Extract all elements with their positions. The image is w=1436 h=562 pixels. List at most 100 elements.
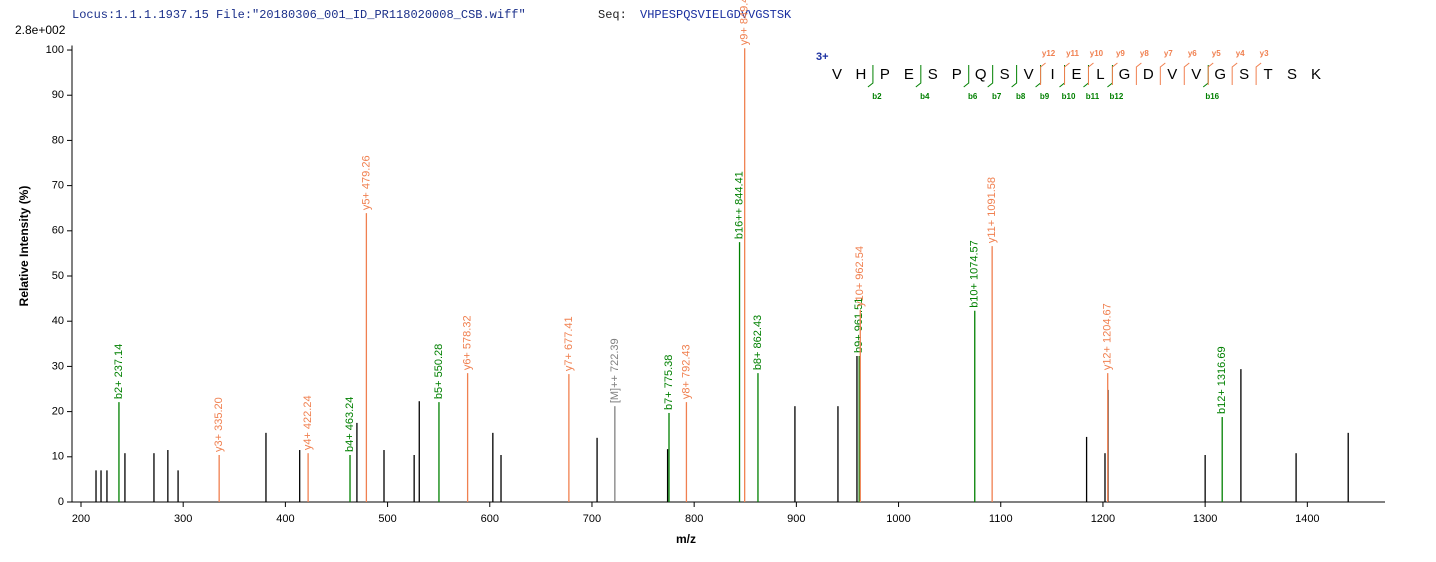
y-ion: y4 [1236,49,1245,58]
scale-label: 2.8e+002 [15,23,66,37]
peak-label: y10+ 962.54 [854,246,866,307]
b-ion: b11 [1086,92,1100,101]
y-tick-label: 100 [46,44,64,56]
y-label: Relative Intensity (%) [17,186,31,307]
y-mark [1231,62,1238,85]
residue: G [1214,66,1226,83]
residue: L [1096,66,1104,83]
peak-label: y7+ 677.41 [563,316,575,371]
locus: Locus:1.1.1.1937.15 File:"20180306_001_I… [72,8,526,22]
x-tick-label: 1400 [1295,513,1319,525]
x-tick-label: 700 [583,513,601,525]
residue: P [952,66,962,83]
x-tick-label: 1200 [1091,513,1115,525]
x-tick-label: 500 [378,513,396,525]
y-ion: y6 [1188,49,1197,58]
y-mark [1064,62,1070,85]
residue: V [1191,66,1201,83]
b-mark [1202,65,1209,88]
seq-label: Seq: [598,8,627,22]
peak-label: b10+ 1074.57 [969,240,981,308]
residue: T [1264,66,1273,83]
y-tick-label: 0 [58,496,64,508]
x-tick-label: 1100 [989,513,1013,525]
residue: D [1143,66,1154,83]
y-ion: y9 [1116,49,1125,58]
b-mark [1059,65,1066,88]
x-tick-label: 200 [72,513,90,525]
y-tick-label: 90 [52,89,64,101]
residue: V [1024,66,1034,83]
y-tick-label: 60 [52,225,64,237]
peak-label: b4+ 463.24 [344,397,356,452]
y-ion: y8 [1140,49,1149,58]
peak-label: b5+ 550.28 [433,344,445,399]
y-tick-label: 50 [52,270,64,282]
y-ion: y7 [1164,49,1173,58]
y-tick-label: 40 [52,315,64,327]
residue: Q [975,66,987,83]
peak-label: y6+ 578.32 [462,315,474,370]
peak-label: y8+ 792.43 [680,344,692,399]
x-tick-label: 1300 [1193,513,1217,525]
b-ion: b9 [1040,92,1050,101]
y-mark [1111,62,1118,85]
residue: E [904,66,914,83]
seq: VHPESPQSVIELGDVVGSTSK [640,8,792,22]
residue: H [856,66,867,83]
b-mark [1035,65,1042,88]
residue: V [832,66,842,83]
b-mark [1011,65,1018,88]
b-mark [1107,65,1113,88]
residue: K [1311,66,1321,83]
b-ion: b2 [872,92,882,101]
y-mark [1040,62,1046,85]
x-tick-label: 1000 [886,513,910,525]
x-tick-label: 400 [276,513,294,525]
y-mark [1255,62,1262,85]
peak-label: y3+ 335.20 [213,397,225,452]
residue: E [1071,66,1081,83]
b-ion: b6 [968,92,978,101]
y-tick-label: 70 [52,180,64,192]
peak-label: b8+ 862.43 [752,315,764,370]
y-mark [1135,62,1142,85]
residue: G [1119,66,1131,83]
peak-label: y12+ 1204.67 [1102,303,1114,370]
y-tick-label: 10 [52,451,64,463]
y-mark [1183,62,1190,85]
y-tick-label: 30 [52,360,64,372]
residue: V [1167,66,1177,83]
peak-label: b16++ 844.41 [733,171,745,239]
y-ion: y5 [1212,49,1221,58]
y-mark [1159,62,1166,85]
peak-label: b9+ 961.51 [853,298,865,353]
b-ion: b12 [1110,92,1124,101]
b-ion: b7 [992,92,1002,101]
b-ion: b4 [920,92,930,101]
charge: 3+ [816,51,829,63]
b-mark [987,65,994,88]
y-ion: y3 [1260,49,1269,58]
b-mark [915,65,922,88]
b-ion: b8 [1016,92,1026,101]
x-label: m/z [676,532,696,546]
residue: I [1050,66,1054,83]
peak-label: b2+ 237.14 [113,344,125,399]
peak-label: y4+ 422.24 [302,395,314,450]
peak-label: y9+ 849.43 [739,0,751,45]
y-tick-label: 80 [52,134,64,146]
x-tick-label: 600 [481,513,499,525]
peak-label: b12+ 1316.69 [1216,346,1228,414]
y-mark [1087,62,1094,85]
x-tick-label: 300 [174,513,192,525]
y-ion: y10 [1090,49,1104,58]
residue: P [880,66,890,83]
residue: S [1000,66,1010,83]
y-ion: y12 [1042,49,1056,58]
b-mark [867,65,874,88]
peak-label: y11+ 1091.58 [986,177,998,243]
residue: S [1239,66,1249,83]
x-tick-label: 900 [787,513,805,525]
